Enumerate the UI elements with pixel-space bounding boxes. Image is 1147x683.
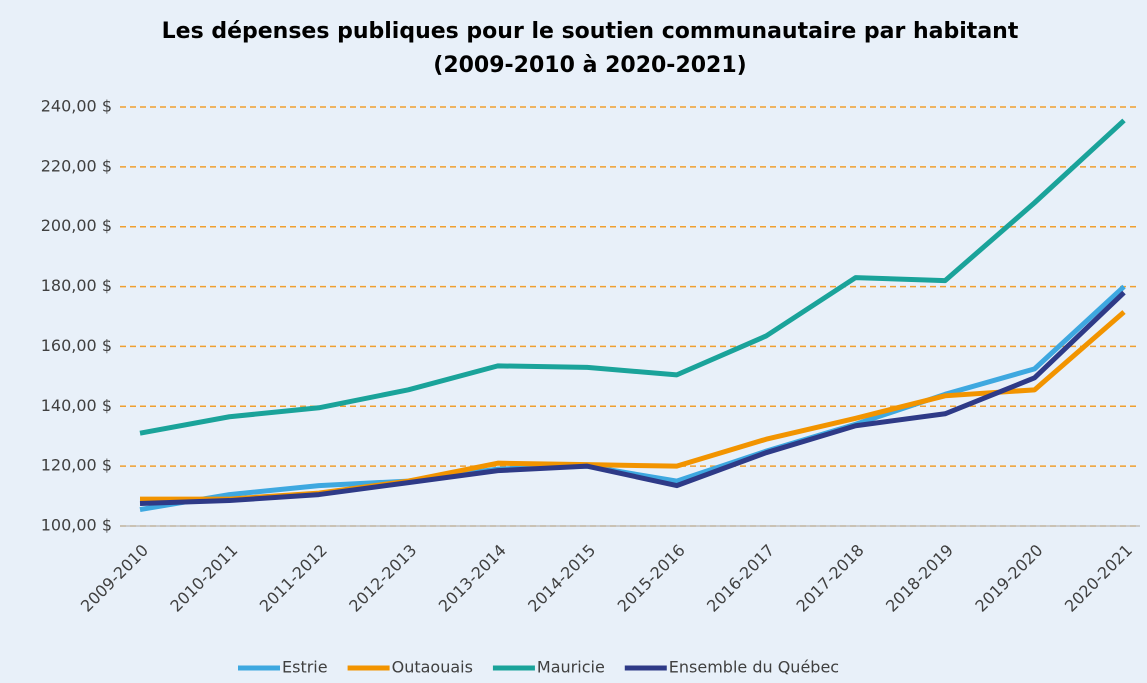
y-tick-label: 160,00 $ (41, 336, 112, 355)
y-tick-label: 180,00 $ (41, 276, 112, 295)
line-series (139, 290, 1126, 507)
legend-label: Ensemble du Québec (669, 658, 839, 677)
y-tick-label: 120,00 $ (41, 456, 112, 475)
y-tick-label: 240,00 $ (41, 97, 112, 116)
legend-label: Mauricie (537, 658, 605, 677)
line-series (139, 118, 1126, 436)
chart-title: (2009-2010 à 2020-2021) (433, 53, 746, 78)
y-tick-label: 220,00 $ (41, 156, 112, 175)
y-tick-label: 200,00 $ (41, 216, 112, 235)
y-tick-label: 100,00 $ (41, 516, 112, 535)
chart-title: Les dépenses publiques pour le soutien c… (162, 19, 1019, 44)
legend-label: Estrie (282, 658, 328, 677)
legend-label: Outaouais (392, 658, 473, 677)
y-tick-label: 140,00 $ (41, 396, 112, 415)
